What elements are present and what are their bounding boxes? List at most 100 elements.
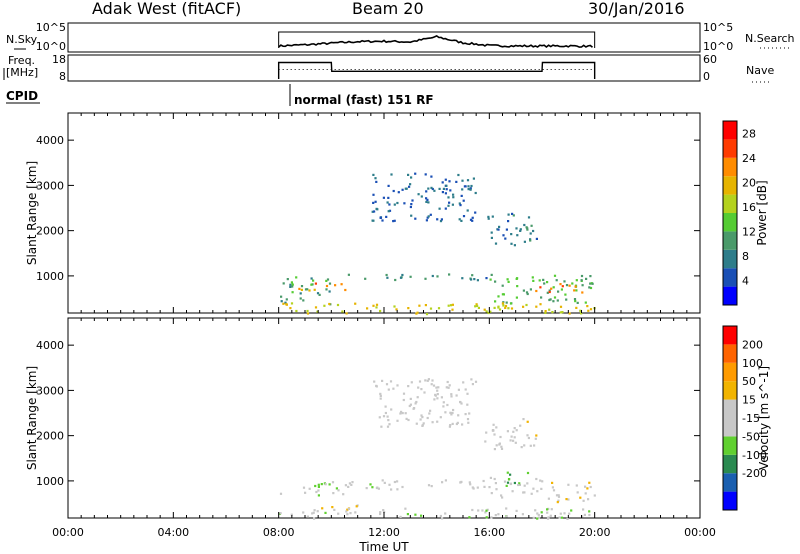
- range-gate-cell: [505, 515, 508, 518]
- range-gate-cell: [299, 297, 302, 300]
- power-y-axis-label: Slant Range [km]: [25, 161, 39, 265]
- range-gate-cell: [457, 173, 460, 177]
- range-gate-cell: [344, 484, 347, 487]
- range-gate-cell: [523, 444, 526, 447]
- range-gate-cell: [289, 283, 292, 286]
- range-gate-cell: [382, 509, 385, 512]
- range-gate-cell: [328, 302, 331, 306]
- colorbar-segment: [723, 249, 737, 269]
- range-gate-cell: [529, 239, 532, 242]
- range-gate-cell: [515, 429, 518, 432]
- range-gate-cell: [487, 311, 490, 315]
- range-gate-cell: [308, 487, 311, 490]
- range-gate-cell: [396, 201, 399, 205]
- range-gate-cell: [470, 278, 473, 281]
- range-gate-cell: [449, 424, 452, 427]
- range-gate-cell: [328, 483, 331, 486]
- range-gate-cell: [438, 187, 441, 190]
- range-gate-cell: [407, 173, 410, 176]
- range-gate-cell: [510, 435, 513, 438]
- freq-left-tick-bottom: 8: [59, 70, 66, 83]
- range-gate-cell: [290, 302, 294, 305]
- colorbar-segment: [723, 473, 737, 492]
- range-gate-cell: [476, 304, 479, 307]
- range-gate-cell: [550, 287, 553, 290]
- range-gate-cell: [552, 489, 556, 492]
- colorbar-segment: [723, 418, 737, 437]
- range-gate-cell: [323, 304, 326, 307]
- range-gate-cell: [387, 388, 390, 391]
- range-gate-cell: [299, 292, 302, 295]
- range-gate-cell: [452, 196, 455, 199]
- range-gate-cell: [375, 486, 378, 490]
- range-gate-cell: [390, 173, 393, 176]
- range-gate-cell: [581, 284, 584, 287]
- scan-right-tick-top: 10^5: [703, 21, 733, 34]
- range-gate-cell: [392, 189, 395, 193]
- range-gate-cell: [364, 277, 367, 280]
- range-gate-cell: [529, 444, 532, 447]
- range-gate-cell: [381, 379, 384, 382]
- range-gate-cell: [408, 185, 411, 188]
- colorbar-segment: [723, 176, 737, 195]
- range-gate-cell: [317, 494, 320, 497]
- range-gate-cell: [580, 312, 583, 315]
- range-gate-cell: [516, 234, 519, 237]
- freq-label: Freq.: [8, 54, 35, 67]
- range-gate-cell: [460, 194, 463, 197]
- range-gate-cell: [409, 403, 412, 406]
- range-gate-cell: [530, 492, 533, 495]
- range-gate-cell: [401, 485, 404, 489]
- range-gate-cell: [493, 433, 496, 436]
- range-gate-cell: [471, 383, 474, 386]
- power-colorbar: 4 8 12 16 20 24 28: [722, 120, 756, 306]
- range-gate-cell: [507, 307, 510, 310]
- range-gate-cell: [390, 488, 393, 491]
- range-gate-cell: [321, 507, 324, 510]
- range-gate-cell: [300, 285, 304, 288]
- colorbar-tick-label: 100: [742, 357, 763, 370]
- range-gate-cell: [532, 487, 535, 490]
- range-gate-cell: [388, 483, 391, 486]
- range-gate-cell: [375, 180, 378, 183]
- range-gate-cell: [420, 388, 423, 391]
- x-axis-label: Time UT: [358, 540, 409, 554]
- cpid-label: CPID: [6, 89, 38, 103]
- range-gate-cell: [427, 187, 430, 190]
- range-gate-cell: [382, 196, 385, 199]
- range-gate-cell: [379, 397, 382, 400]
- range-gate-cell: [302, 486, 306, 489]
- range-gate-cell: [415, 422, 418, 425]
- range-gate-cell: [291, 285, 294, 288]
- range-gate-cell: [582, 499, 585, 502]
- range-gate-cell: [559, 311, 562, 314]
- range-gate-cell: [399, 412, 402, 415]
- range-gate-cell: [564, 293, 567, 296]
- range-gate-cell: [440, 396, 443, 399]
- range-gate-cell: [417, 386, 420, 389]
- range-gate-cell: [523, 484, 526, 487]
- freq-right-tick-top: 60: [703, 53, 717, 66]
- colorbar-segment: [723, 157, 737, 177]
- range-gate-cell: [448, 384, 451, 387]
- range-gate-cell: [560, 288, 563, 291]
- range-gate-cell: [535, 305, 538, 308]
- range-gate-cell: [421, 424, 424, 427]
- range-gate-cell: [316, 292, 320, 295]
- range-gate-cell: [525, 226, 528, 229]
- range-gate-cell: [494, 280, 497, 283]
- range-gate-cell: [386, 425, 390, 428]
- range-gate-cell: [461, 423, 464, 426]
- range-gate-cell: [372, 193, 375, 196]
- range-gate-cell: [467, 421, 470, 424]
- colorbar-tick-label: 20: [742, 176, 756, 189]
- range-gate-cell: [426, 216, 429, 219]
- range-gate-cell: [326, 278, 330, 281]
- range-gate-cell: [455, 394, 458, 397]
- range-gate-cell: [425, 313, 429, 316]
- range-gate-cell: [537, 516, 540, 519]
- range-gate-cell: [493, 448, 496, 451]
- range-gate-cell: [383, 481, 386, 484]
- range-gate-cell: [527, 216, 531, 219]
- range-gate-cell: [325, 288, 328, 291]
